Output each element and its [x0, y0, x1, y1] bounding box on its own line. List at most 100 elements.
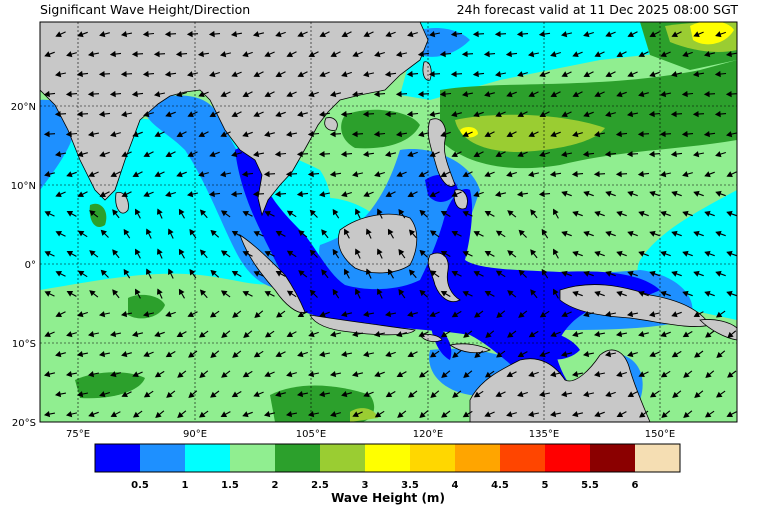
wave-direction-arrowhead [703, 131, 710, 138]
wave-direction-arrowhead [87, 130, 95, 138]
wave-direction-arrowhead [208, 190, 215, 198]
wave-direction-arrowhead [355, 248, 361, 256]
wave-direction-arrowhead [153, 91, 161, 98]
wave-direction-arrowhead [264, 331, 272, 338]
wave-direction-arrowhead [649, 71, 656, 78]
wave-direction-arrowhead [77, 151, 84, 158]
wave-direction-arrowhead [220, 290, 228, 297]
wave-direction-arrowhead [561, 230, 568, 237]
wave-direction-arrowhead [715, 190, 722, 197]
wave-direction-arrowhead [275, 111, 282, 118]
wave-direction-arrowhead [77, 270, 85, 277]
wave-direction-arrowhead [483, 50, 490, 58]
wave-direction-arrowhead [671, 71, 678, 78]
wave-direction-arrowhead [341, 391, 348, 398]
wave-direction-arrowhead [541, 268, 548, 276]
wave-direction-arrowhead [112, 249, 119, 256]
wave-direction-arrowhead [344, 228, 350, 236]
wave-direction-arrowhead [605, 111, 612, 118]
wave-direction-arrowhead [473, 391, 481, 398]
wave-direction-arrowhead [714, 70, 721, 78]
wave-direction-arrowhead [726, 210, 733, 217]
wave-direction-arrowhead [681, 90, 688, 98]
wave-direction-arrowhead [199, 371, 206, 378]
wave-direction-arrowhead [142, 70, 149, 78]
wave-direction-arrowhead [98, 311, 106, 318]
wave-direction-arrowhead [704, 210, 711, 217]
wave-direction-arrowhead [616, 91, 623, 98]
wave-direction-arrowhead [253, 230, 260, 237]
wave-direction-arrowhead [671, 351, 679, 358]
colorbar [94, 443, 681, 473]
wave-direction-arrowhead [406, 70, 413, 78]
wave-direction-arrowhead [705, 331, 712, 338]
wave-direction-arrowhead [154, 171, 161, 178]
wave-direction-arrowhead [154, 331, 161, 338]
wave-direction-arrowhead [99, 391, 106, 398]
wave-direction-arrowhead [264, 91, 272, 97]
wave-direction-arrowhead [539, 351, 546, 358]
wave-direction-arrowhead [131, 90, 138, 98]
wave-direction-arrowhead [209, 151, 216, 158]
wave-direction-arrowhead [451, 231, 459, 237]
wave-direction-arrowhead [407, 191, 415, 197]
wave-direction-arrowhead [549, 371, 557, 378]
wave-direction-arrowhead [528, 371, 535, 378]
wave-direction-arrowhead [560, 351, 568, 358]
wave-direction-arrowhead [309, 209, 316, 216]
wave-direction-arrowhead [539, 311, 547, 318]
colorbar-tick-label: 1.5 [221, 480, 239, 491]
colorbar-tick-label: 2 [272, 480, 279, 491]
wave-direction-arrowhead [87, 90, 94, 98]
wave-direction-arrowhead [186, 30, 193, 38]
wave-direction-arrowhead [43, 130, 50, 138]
wave-direction-arrowhead [637, 130, 644, 138]
wave-direction-arrowhead [109, 50, 116, 58]
wave-direction-arrowhead [484, 131, 492, 137]
wave-direction-arrowhead [143, 191, 150, 198]
wave-direction-arrowhead [242, 251, 250, 257]
wave-direction-arrowhead [484, 211, 492, 217]
longitude-labels: 75°E 90°E 105°E 120°E 135°E 150°E [66, 429, 675, 440]
wave-direction-arrowhead [407, 31, 414, 38]
wave-direction-arrowhead [659, 90, 667, 98]
wave-direction-arrowhead [121, 351, 128, 358]
wave-direction-arrowhead [725, 131, 733, 138]
wave-direction-arrowhead [473, 151, 481, 157]
wave-direction-arrowhead [727, 371, 734, 378]
wave-direction-arrowhead [450, 70, 457, 78]
wave-direction-arrowhead [550, 331, 557, 338]
wave-direction-arrowhead [135, 248, 141, 256]
wave-direction-arrowhead [54, 390, 62, 398]
wave-direction-arrowhead [736, 35, 737, 36]
wave-direction-arrowhead [330, 411, 337, 418]
wave-direction-arrowhead [286, 91, 293, 98]
wave-direction-arrowhead [373, 330, 381, 338]
wave-direction-arrowhead [44, 290, 51, 297]
wave-direction-arrowhead [682, 171, 689, 178]
wave-direction-arrowhead [419, 411, 426, 418]
wave-direction-arrowhead [76, 350, 84, 358]
wave-direction-arrowhead [385, 31, 392, 38]
wave-direction-arrowhead [308, 91, 315, 98]
wave-direction-arrowhead [264, 211, 271, 217]
wave-direction-arrowhead [550, 131, 557, 138]
wave-direction-arrowhead [692, 151, 700, 158]
wave-direction-arrowhead [297, 111, 304, 118]
wave-direction-arrowhead [638, 331, 645, 338]
wave-direction-arrowhead [219, 51, 227, 58]
wave-direction-arrowhead [243, 331, 250, 338]
wave-direction-arrowhead [553, 248, 559, 256]
wave-direction-arrowhead [593, 130, 601, 138]
wave-direction-arrowhead [188, 351, 195, 358]
wave-direction-arrowhead [220, 210, 228, 217]
wave-direction-arrowhead [220, 91, 227, 98]
wave-direction-arrowhead [44, 331, 51, 338]
wave-direction-arrowhead [549, 171, 556, 178]
wave-direction-arrow [738, 232, 747, 235]
lat-label: 20°N [11, 102, 36, 113]
lon-label: 105°E [296, 429, 326, 440]
wave-direction-arrowhead [649, 270, 656, 277]
wave-direction-arrowhead [65, 90, 72, 98]
wave-direction-arrowhead [616, 290, 623, 297]
